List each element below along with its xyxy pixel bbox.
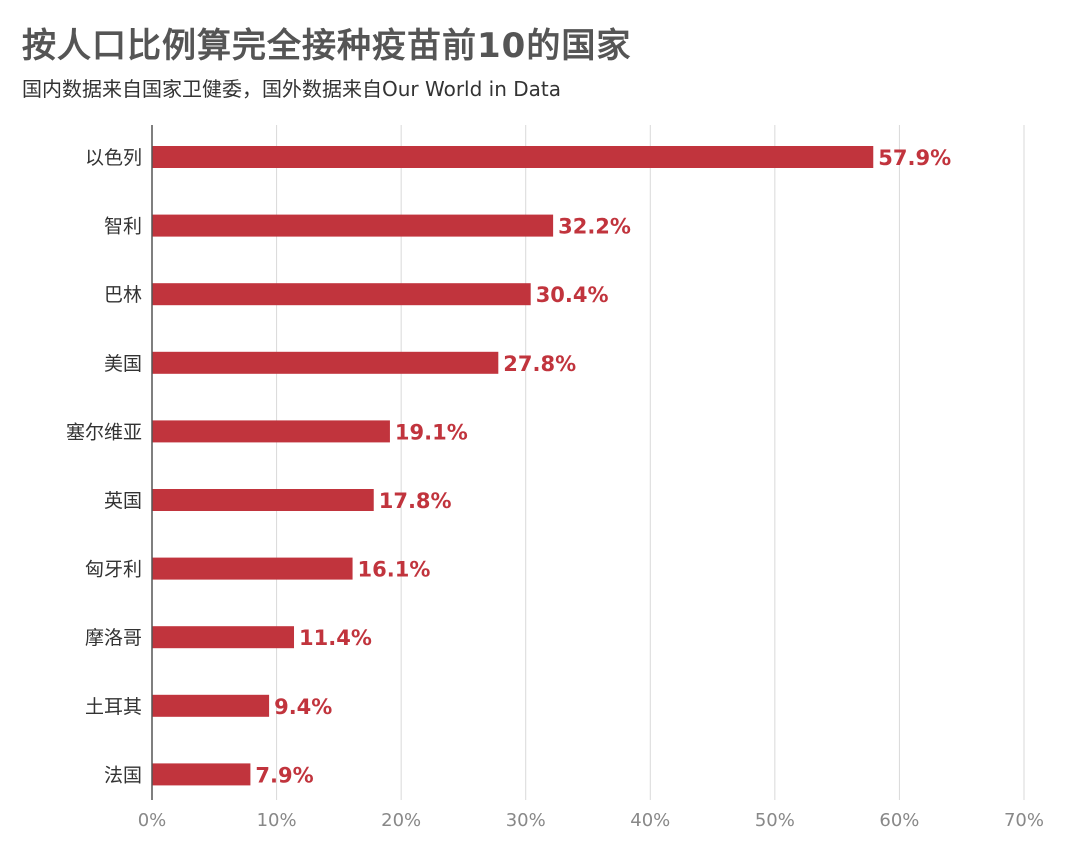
- bar: [152, 283, 531, 306]
- chart-title: 按人口比例算完全接种疫苗前10的国家: [22, 26, 632, 66]
- category-label: 巴林: [104, 284, 142, 306]
- category-label: 美国: [104, 353, 142, 375]
- x-tick-label: 0%: [138, 810, 167, 831]
- bar: [152, 489, 374, 511]
- value-labels: 57.9% 32.2% 30.4% 27.8% 19.1% 17.8% 16.1% 11.4%…: [255, 146, 951, 787]
- value-label: 57.9%: [878, 146, 951, 170]
- value-label: 30.4%: [536, 283, 609, 307]
- value-label: 7.9%: [255, 763, 313, 787]
- value-label: 19.1%: [395, 420, 468, 444]
- x-tick-label: 60%: [879, 810, 919, 831]
- category-label: 智利: [104, 216, 142, 238]
- bar: [152, 214, 554, 237]
- bar: [152, 420, 390, 443]
- value-label: 9.4%: [274, 695, 332, 719]
- bar: [152, 146, 874, 168]
- category-label: 塞尔维亚: [66, 421, 142, 443]
- chart-subtitle: 国内数据来自国家卫健委，国外数据来自Our World in Data: [22, 77, 562, 101]
- category-label: 法国: [104, 764, 142, 786]
- category-label: 摩洛哥: [85, 627, 142, 649]
- value-label: 16.1%: [358, 558, 431, 582]
- value-label: 17.8%: [379, 489, 452, 513]
- x-tick-label: 40%: [630, 810, 670, 831]
- bars: [152, 146, 874, 786]
- x-tick-label: 70%: [1004, 810, 1044, 831]
- category-label: 英国: [104, 490, 142, 512]
- x-tick-label: 10%: [257, 810, 297, 831]
- x-tick-labels: 0% 10% 20% 30% 40% 50% 60% 70%: [138, 810, 1044, 831]
- x-tick-label: 50%: [755, 810, 795, 831]
- value-label: 11.4%: [299, 626, 372, 650]
- x-tick-label: 20%: [381, 810, 421, 831]
- category-label: 土耳其: [85, 696, 142, 718]
- bar: [152, 626, 295, 649]
- bar: [152, 557, 353, 580]
- x-tick-label: 30%: [506, 810, 546, 831]
- value-label: 27.8%: [503, 352, 576, 376]
- value-label: 32.2%: [558, 215, 631, 239]
- bar: [152, 763, 251, 786]
- bar: [152, 351, 499, 374]
- bar: [152, 694, 270, 717]
- category-label: 以色列: [85, 147, 142, 169]
- category-label: 匈牙利: [85, 559, 142, 581]
- gridlines: [276, 125, 1025, 800]
